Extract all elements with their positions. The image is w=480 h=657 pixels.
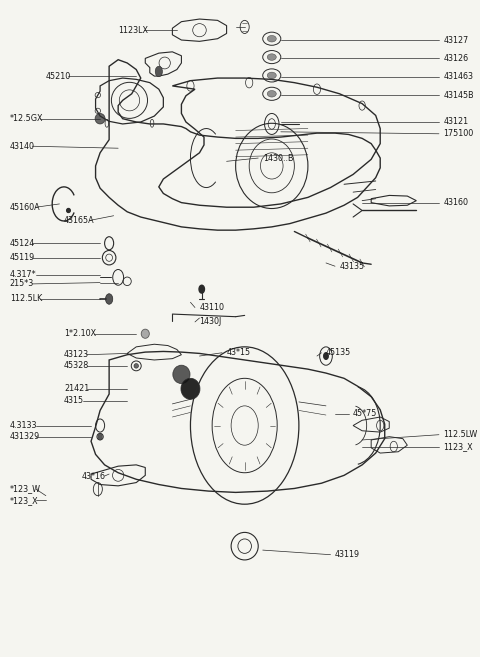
Text: *12.5GX: *12.5GX [10, 114, 43, 124]
Text: 43121: 43121 [444, 118, 468, 127]
Text: 175100: 175100 [444, 129, 474, 138]
Ellipse shape [134, 363, 139, 368]
Text: 43160: 43160 [444, 198, 468, 207]
Text: 43126: 43126 [444, 54, 468, 63]
Ellipse shape [181, 378, 200, 399]
Text: *123_X: *123_X [10, 496, 38, 505]
Text: 45135: 45135 [326, 348, 351, 357]
Ellipse shape [267, 72, 276, 79]
Text: 45119: 45119 [10, 253, 35, 262]
Circle shape [106, 294, 113, 304]
Text: 43*16: 43*16 [82, 472, 106, 480]
Text: 1123LX: 1123LX [118, 26, 148, 35]
Text: 45210: 45210 [46, 72, 71, 81]
Text: 431329: 431329 [10, 432, 40, 442]
Text: *123_W: *123_W [10, 485, 41, 493]
Ellipse shape [267, 54, 276, 60]
Circle shape [199, 285, 204, 293]
Text: 1*2.10X: 1*2.10X [64, 329, 96, 338]
Text: 43145B: 43145B [444, 91, 474, 100]
Text: 43165A: 43165A [64, 215, 95, 225]
Ellipse shape [67, 208, 70, 212]
Text: 43119: 43119 [335, 550, 360, 559]
Ellipse shape [141, 329, 149, 338]
Text: 4.317*: 4.317* [10, 270, 36, 279]
Text: 21421: 21421 [64, 384, 89, 394]
Text: 112.5LK: 112.5LK [10, 294, 42, 304]
Text: 43127: 43127 [444, 35, 468, 45]
Text: 1430J: 1430J [200, 317, 222, 327]
Circle shape [324, 353, 328, 359]
Circle shape [98, 434, 102, 440]
Text: 1123_X: 1123_X [444, 442, 473, 451]
Text: 45*75: 45*75 [353, 409, 377, 419]
Text: 215*3: 215*3 [10, 279, 34, 288]
Text: 45124: 45124 [10, 238, 35, 248]
Text: 45160A: 45160A [10, 203, 40, 212]
Text: 1430..B: 1430..B [263, 154, 293, 162]
Ellipse shape [173, 365, 190, 384]
Circle shape [155, 66, 162, 77]
Text: 43135: 43135 [339, 261, 365, 271]
Ellipse shape [95, 114, 105, 124]
Ellipse shape [267, 35, 276, 42]
Text: 43123: 43123 [64, 350, 89, 359]
Text: 4.3133: 4.3133 [10, 421, 37, 430]
Text: 43110: 43110 [200, 303, 225, 312]
Text: 431463: 431463 [444, 72, 473, 81]
Text: 45328: 45328 [64, 361, 89, 371]
Text: 112.5LW: 112.5LW [444, 430, 478, 440]
Text: 43*15: 43*15 [227, 348, 251, 357]
Text: 43140: 43140 [10, 142, 35, 150]
Text: 4315: 4315 [64, 396, 84, 405]
Ellipse shape [267, 91, 276, 97]
